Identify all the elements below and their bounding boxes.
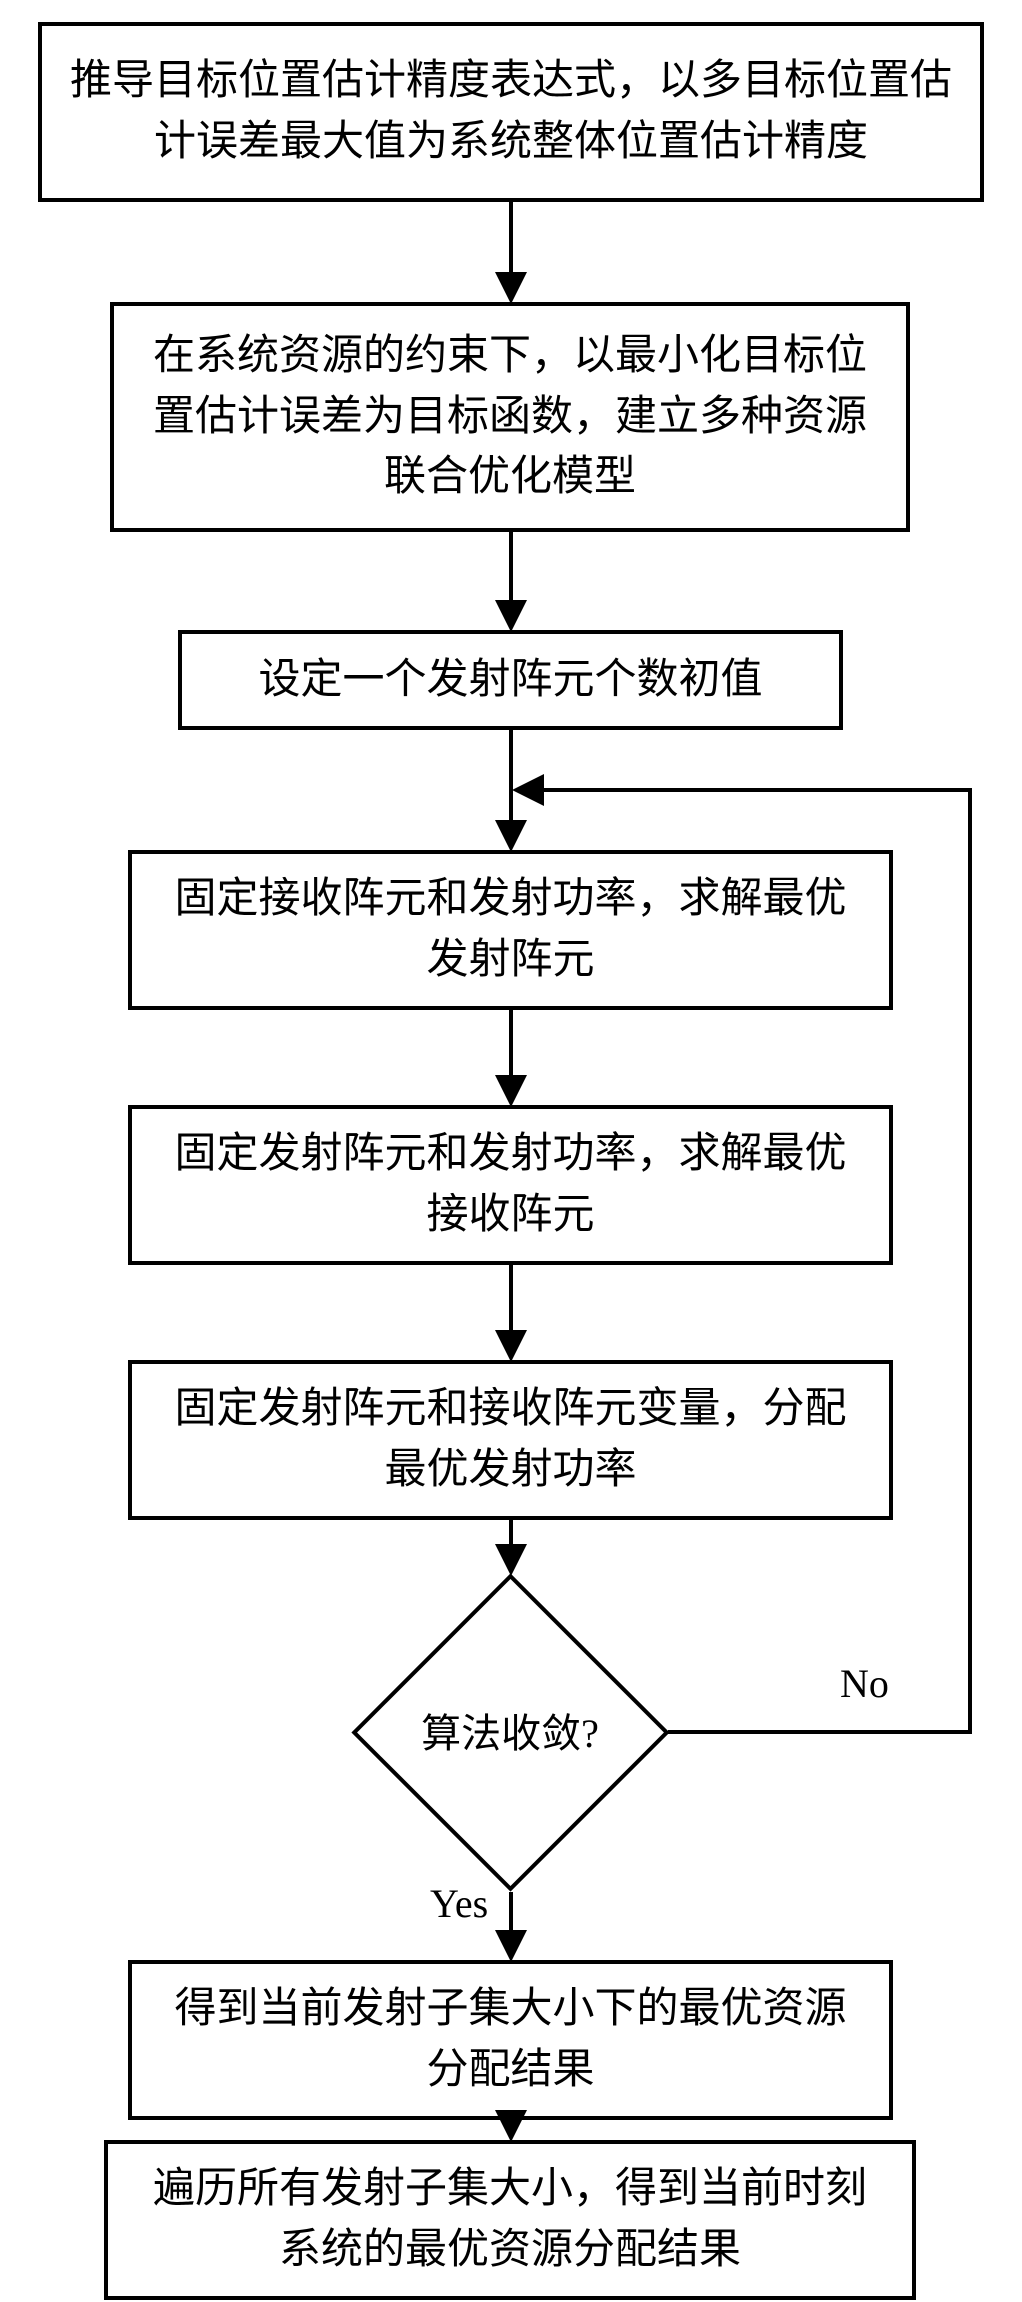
flow-step-1: 推导目标位置估计精度表达式，以多目标位置估计误差最大值为系统整体位置估计精度 (38, 22, 984, 202)
edge-label-yes: Yes (430, 1880, 488, 1927)
edge-label-no-text: No (840, 1661, 889, 1706)
flow-step-8: 遍历所有发射子集大小，得到当前时刻系统的最优资源分配结果 (104, 2140, 916, 2300)
flow-step-3: 设定一个发射阵元个数初值 (178, 630, 843, 730)
edge-label-yes-text: Yes (430, 1881, 488, 1926)
flow-step-4-text: 固定接收阵元和发射功率，求解最优发射阵元 (160, 869, 861, 991)
flow-decision-text: 算法收敛? (421, 1701, 599, 1759)
flow-step-8-text: 遍历所有发射子集大小，得到当前时刻系统的最优资源分配结果 (136, 2159, 884, 2281)
flow-step-7-text: 得到当前发射子集大小下的最优资源分配结果 (160, 1979, 861, 2101)
flow-step-7: 得到当前发射子集大小下的最优资源分配结果 (128, 1960, 893, 2120)
flow-step-3-text: 设定一个发射阵元个数初值 (258, 650, 762, 711)
flow-step-2-text: 在系统资源的约束下，以最小化目标位置估计误差为目标函数，建立多种资源联合优化模型 (142, 326, 878, 509)
flow-step-6: 固定发射阵元和接收阵元变量，分配最优发射功率 (128, 1360, 893, 1520)
flow-step-6-text: 固定发射阵元和接收阵元变量，分配最优发射功率 (160, 1379, 861, 1501)
edge-label-no: No (840, 1660, 889, 1707)
flow-step-4: 固定接收阵元和发射功率，求解最优发射阵元 (128, 850, 893, 1010)
flow-decision-label-wrap: 算法收敛? (330, 1700, 690, 1760)
flow-step-1-text: 推导目标位置估计精度表达式，以多目标位置估计误差最大值为系统整体位置估计精度 (70, 51, 952, 173)
flow-step-2: 在系统资源的约束下，以最小化目标位置估计误差为目标函数，建立多种资源联合优化模型 (110, 302, 910, 532)
flow-step-5: 固定发射阵元和发射功率，求解最优接收阵元 (128, 1105, 893, 1265)
flow-step-5-text: 固定发射阵元和发射功率，求解最优接收阵元 (160, 1124, 861, 1246)
